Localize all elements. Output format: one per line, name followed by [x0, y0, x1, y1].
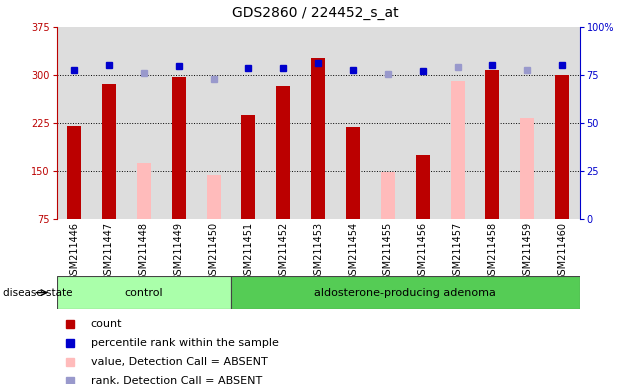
Text: GDS2860 / 224452_s_at: GDS2860 / 224452_s_at	[232, 6, 398, 20]
Text: count: count	[91, 319, 122, 329]
Text: GSM211457: GSM211457	[452, 222, 462, 281]
Text: value, Detection Call = ABSENT: value, Detection Call = ABSENT	[91, 357, 268, 367]
Text: control: control	[125, 288, 163, 298]
Bar	[67, 126, 81, 219]
Text: GSM211459: GSM211459	[522, 222, 532, 281]
Text: percentile rank within the sample: percentile rank within the sample	[91, 338, 278, 348]
Text: GSM211453: GSM211453	[313, 222, 323, 281]
Text: rank, Detection Call = ABSENT: rank, Detection Call = ABSENT	[91, 376, 262, 384]
Bar	[486, 70, 500, 219]
Bar	[277, 86, 290, 219]
Bar	[346, 127, 360, 219]
Bar	[102, 84, 116, 219]
Text: GSM211455: GSM211455	[383, 222, 393, 281]
Text: disease state: disease state	[3, 288, 72, 298]
Bar	[311, 58, 325, 219]
Text: GSM211446: GSM211446	[69, 222, 79, 281]
Text: GSM211451: GSM211451	[243, 222, 253, 281]
Bar	[555, 75, 569, 219]
Bar	[381, 172, 395, 219]
Bar	[241, 115, 255, 219]
Bar	[520, 118, 534, 219]
Text: GSM211449: GSM211449	[174, 222, 184, 281]
Text: GSM211458: GSM211458	[488, 222, 498, 281]
Bar	[231, 276, 580, 309]
Bar	[137, 163, 151, 219]
Bar	[207, 175, 220, 219]
Text: GSM211448: GSM211448	[139, 222, 149, 281]
Bar	[416, 155, 430, 219]
Bar	[57, 276, 231, 309]
Text: GSM211454: GSM211454	[348, 222, 358, 281]
Text: GSM211450: GSM211450	[209, 222, 219, 281]
Text: aldosterone-producing adenoma: aldosterone-producing adenoma	[314, 288, 496, 298]
Text: GSM211447: GSM211447	[104, 222, 114, 281]
Bar	[172, 77, 186, 219]
Bar	[450, 81, 464, 219]
Text: GSM211452: GSM211452	[278, 222, 289, 281]
Text: GSM211460: GSM211460	[557, 222, 567, 281]
Text: GSM211456: GSM211456	[418, 222, 428, 281]
